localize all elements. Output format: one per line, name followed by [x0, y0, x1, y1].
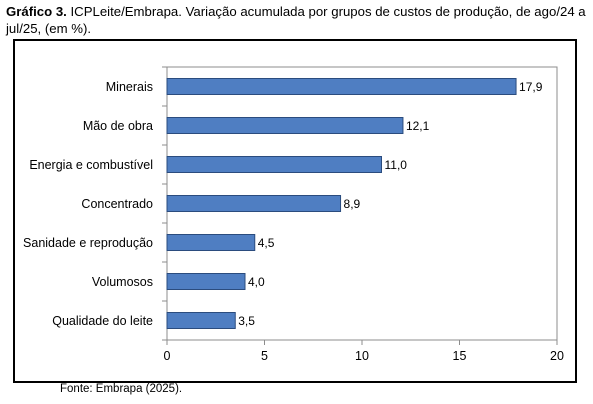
data-label: 4,5: [258, 236, 275, 250]
data-label: 3,5: [238, 314, 255, 328]
category-label: Minerais: [106, 80, 153, 94]
category-label: Energia e combustível: [29, 158, 153, 172]
data-label: 4,0: [248, 275, 265, 289]
x-tick-label: 10: [355, 349, 369, 363]
data-label: 17,9: [519, 80, 543, 94]
category-label: Sanidade e reprodução: [23, 236, 153, 250]
data-label: 11,0: [385, 158, 408, 172]
bar: [166, 156, 382, 173]
data-label: 12,1: [406, 119, 430, 133]
category-label: Mão de obra: [83, 119, 153, 133]
x-tick-label: 5: [261, 349, 268, 363]
bar: [166, 78, 517, 95]
source-note: Fonte: Embrapa (2025).: [60, 383, 183, 395]
category-label: Concentrado: [81, 197, 153, 211]
x-tick-label: 20: [550, 349, 564, 363]
caption-label: Gráfico 3.: [6, 4, 67, 19]
bar: [166, 234, 256, 251]
category-label: Qualidade do leite: [52, 314, 153, 328]
bar: [166, 273, 246, 290]
chart-caption: Gráfico 3. ICPLeite/Embrapa. Variação ac…: [6, 3, 586, 37]
bar: [166, 312, 236, 329]
category-label: Volumosos: [92, 275, 153, 289]
caption-text: ICPLeite/Embrapa. Variação acumulada por…: [6, 4, 586, 36]
data-label: 8,9: [344, 197, 361, 211]
bar: [166, 117, 404, 134]
x-tick-label: 15: [453, 349, 467, 363]
x-tick-label: 0: [164, 349, 171, 363]
bar: [166, 195, 342, 212]
